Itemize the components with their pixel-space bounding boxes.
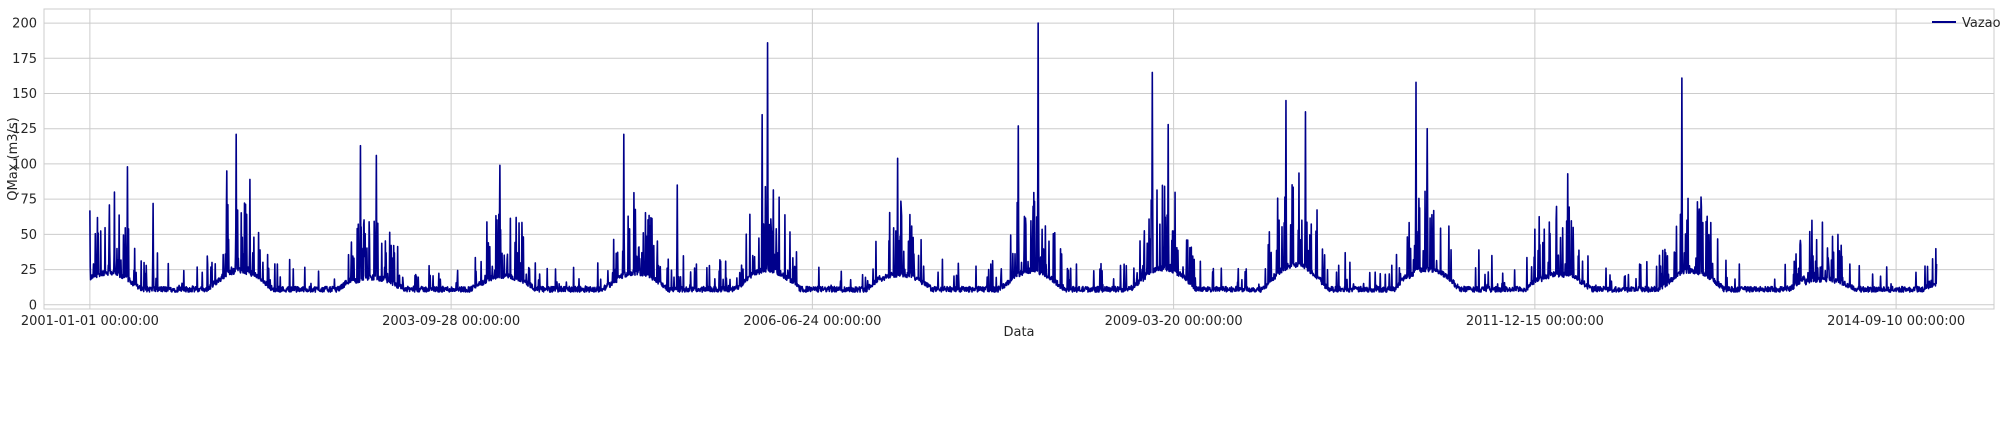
y-axis-label: QMax (m3/s): [6, 117, 21, 200]
x-tick-label: 2011-12-15 00:00:00: [1466, 314, 1604, 329]
y-tick-label: 125: [12, 122, 37, 137]
y-tick-label: 175: [12, 52, 37, 67]
y-tick-label: 200: [12, 17, 37, 32]
legend: Vazao: [1932, 16, 2001, 31]
y-tick-label: 50: [20, 228, 37, 243]
x-tick-label: 2003-09-28 00:00:00: [382, 314, 520, 329]
x-tick-labels: 2001-01-01 00:00:00 2003-09-28 00:00:00 20…: [21, 314, 1965, 329]
y-tick-label: 150: [12, 87, 37, 102]
x-tick-label: 2014-09-10 00:00:00: [1827, 314, 1965, 329]
x-axis-label: Data: [1003, 325, 1034, 340]
y-tick-label: 100: [12, 157, 37, 172]
series-line-vazao: [89, 22, 1938, 293]
y-tick-label: 75: [20, 193, 37, 208]
x-tick-label: 2006-06-24 00:00:00: [743, 314, 881, 329]
y-tick-labels: 0 25 50 75 100 125 150 175 200: [12, 17, 37, 314]
y-tick-label: 25: [20, 263, 37, 278]
x-tick-label: 2009-03-20 00:00:00: [1105, 314, 1243, 329]
plot-frame: [43, 8, 1995, 310]
series-layer: [89, 22, 1938, 293]
x-tick-label: 2001-01-01 00:00:00: [21, 314, 159, 329]
y-tick-label: 0: [29, 298, 37, 313]
legend-label-vazao: Vazao: [1962, 16, 2001, 31]
